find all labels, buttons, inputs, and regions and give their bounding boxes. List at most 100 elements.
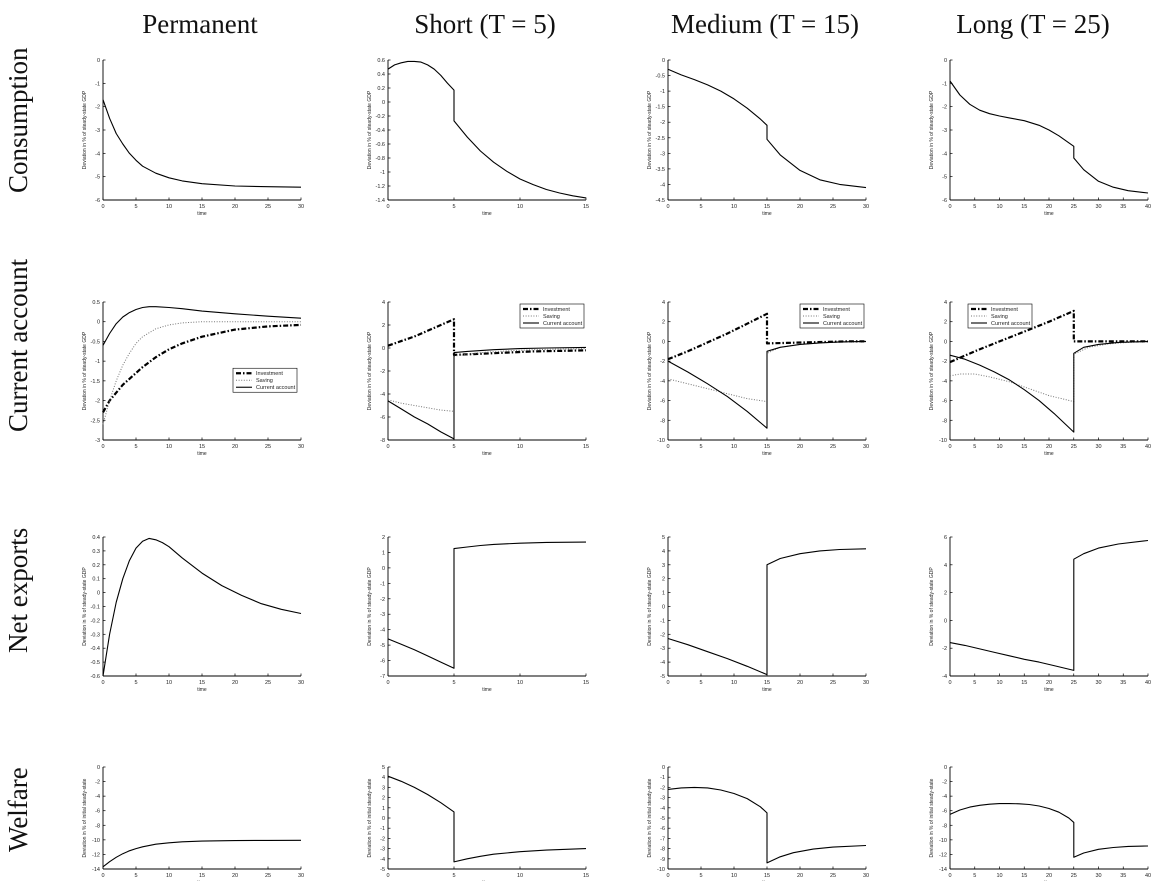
y-tick-label: -6 [660, 826, 665, 832]
x-tick-label: 0 [386, 680, 389, 686]
y-tick-label: -1.5 [656, 105, 665, 111]
y-tick-label: 0 [97, 765, 100, 771]
y-axis-label: Deviation in % of steady-state GDP [647, 567, 653, 646]
y-tick-label: -3 [660, 796, 665, 802]
y-tick-label: 0.5 [92, 300, 100, 306]
y-tick-label: 0 [97, 320, 100, 326]
x-tick-label: 15 [764, 444, 770, 450]
y-tick-label: -0.4 [376, 128, 385, 134]
x-tick-label: 25 [1071, 444, 1077, 450]
series-line-investment [949, 309, 1148, 364]
series-line-saving [102, 321, 301, 425]
x-tick-label: 20 [232, 444, 238, 450]
y-tick-label: -3 [380, 612, 385, 618]
y-tick-label: -3 [942, 128, 947, 134]
y-tick-label: 0 [382, 566, 385, 572]
y-tick-label: 2 [382, 796, 385, 802]
x-tick-label: 30 [1095, 444, 1101, 450]
y-tick-label: 0 [662, 58, 665, 64]
y-axis-label: Deviation in % of steady-state GDP [367, 567, 373, 646]
series-line-investment [387, 318, 587, 356]
legend-label: Investment [543, 307, 570, 313]
y-tick-label: -2 [660, 359, 665, 365]
x-tick-label: 35 [1120, 444, 1126, 450]
y-tick-label: 0.2 [377, 86, 385, 92]
y-tick-label: -1.4 [376, 198, 385, 204]
y-tick-label: 5 [382, 765, 385, 771]
x-tick-label: 5 [699, 873, 702, 879]
x-tick-label: 10 [996, 873, 1002, 879]
x-tick-label: 30 [863, 204, 869, 210]
y-tick-label: -4 [380, 628, 385, 634]
x-tick-label: 0 [948, 680, 951, 686]
x-tick-label: 30 [1095, 680, 1101, 686]
y-axis-label: Deviation in % of steady-state GDP [929, 567, 935, 646]
y-tick-label: -4.5 [656, 198, 665, 204]
chart-current-account-medium-t-15: 0 5 10 15 20 25 30 -10 -8 -6 -4 -2 0 2 4 time Deviation … [647, 300, 869, 457]
series-line-saving [949, 341, 1149, 403]
y-tick-label: -10 [657, 438, 665, 444]
y-tick-label: -2.5 [91, 418, 100, 424]
x-tick-label: 15 [199, 204, 205, 210]
x-tick-label: 20 [232, 873, 238, 879]
series-line-1 [102, 537, 302, 677]
x-tick-label: 10 [996, 204, 1002, 210]
legend-label: Investment [256, 371, 283, 377]
y-tick-label: 4 [944, 563, 947, 569]
x-tick-label: 10 [166, 204, 172, 210]
y-tick-label: -3 [660, 646, 665, 652]
y-tick-label: -8 [380, 438, 385, 444]
x-tick-label: 15 [764, 680, 770, 686]
y-tick-label: 0 [382, 816, 385, 822]
x-tick-label: 5 [452, 444, 455, 450]
x-tick-label: 40 [1145, 680, 1151, 686]
x-tick-label: 30 [298, 873, 304, 879]
legend-label: Saving [823, 314, 840, 320]
x-tick-label: 5 [973, 444, 976, 450]
x-tick-label: 15 [764, 204, 770, 210]
chart-consumption-permanent: 0 5 10 15 20 25 30 -6 -5 -4 -3 -2 -1 0 time Deviation i… [82, 58, 304, 217]
series-line-1 [667, 548, 867, 676]
x-tick-label: 20 [1046, 680, 1052, 686]
chart-net-exports-permanent: 0 5 10 15 20 25 30 -0.6 -0.5 -0.4 -0.3 -0.2 -0.1 0 0.1… [82, 535, 304, 693]
chart-net-exports-medium-t-15: 0 5 10 15 20 25 30 -5 -4 -3 -2 -1 0 1 2 3 4 5 time Deviatio… [647, 535, 869, 693]
y-tick-label: 2 [382, 323, 385, 329]
y-tick-label: 4 [662, 549, 665, 555]
y-axis-label: Deviation in % of steady-state GDP [647, 90, 653, 169]
y-tick-label: -3 [95, 438, 100, 444]
y-tick-label: -2 [942, 646, 947, 652]
x-tick-label: 20 [797, 680, 803, 686]
x-axis-label: time [482, 451, 492, 457]
y-axis-label: Deviation in % of steady-state GDP [367, 331, 373, 410]
y-tick-label: -8 [660, 418, 665, 424]
x-axis-label: time [197, 687, 207, 693]
y-axis-label: Deviation in % of initial steady-state [367, 778, 373, 857]
x-tick-label: 10 [731, 680, 737, 686]
x-tick-label: 35 [1120, 204, 1126, 210]
x-tick-label: 0 [666, 204, 669, 210]
x-tick-label: 0 [666, 873, 669, 879]
chart-net-exports-short-t-5: 0 5 10 15 -7 -6 -5 -4 -3 -2 -1 0 1 2 time Deviation in … [367, 535, 589, 693]
x-tick-label: 10 [731, 204, 737, 210]
y-tick-label: -1 [660, 775, 665, 781]
x-tick-label: 15 [764, 873, 770, 879]
legend-box [232, 367, 298, 393]
x-tick-label: 0 [386, 204, 389, 210]
y-tick-label: 4 [662, 300, 665, 306]
x-axis-label: time [762, 451, 772, 457]
y-tick-label: -2 [95, 780, 100, 786]
x-tick-label: 15 [583, 680, 589, 686]
x-tick-label: 20 [1046, 444, 1052, 450]
y-tick-label: -4 [380, 857, 385, 863]
y-tick-label: 2 [944, 320, 947, 326]
x-tick-label: 10 [166, 873, 172, 879]
legend-label: Current account [991, 321, 1031, 327]
y-tick-label: -6 [942, 399, 947, 405]
y-tick-label: -4 [942, 794, 947, 800]
y-axis-label: Deviation in % of steady-state GDP [82, 331, 88, 410]
y-tick-label: -2 [660, 120, 665, 126]
y-tick-label: -8 [942, 418, 947, 424]
y-tick-label: -8 [95, 823, 100, 829]
